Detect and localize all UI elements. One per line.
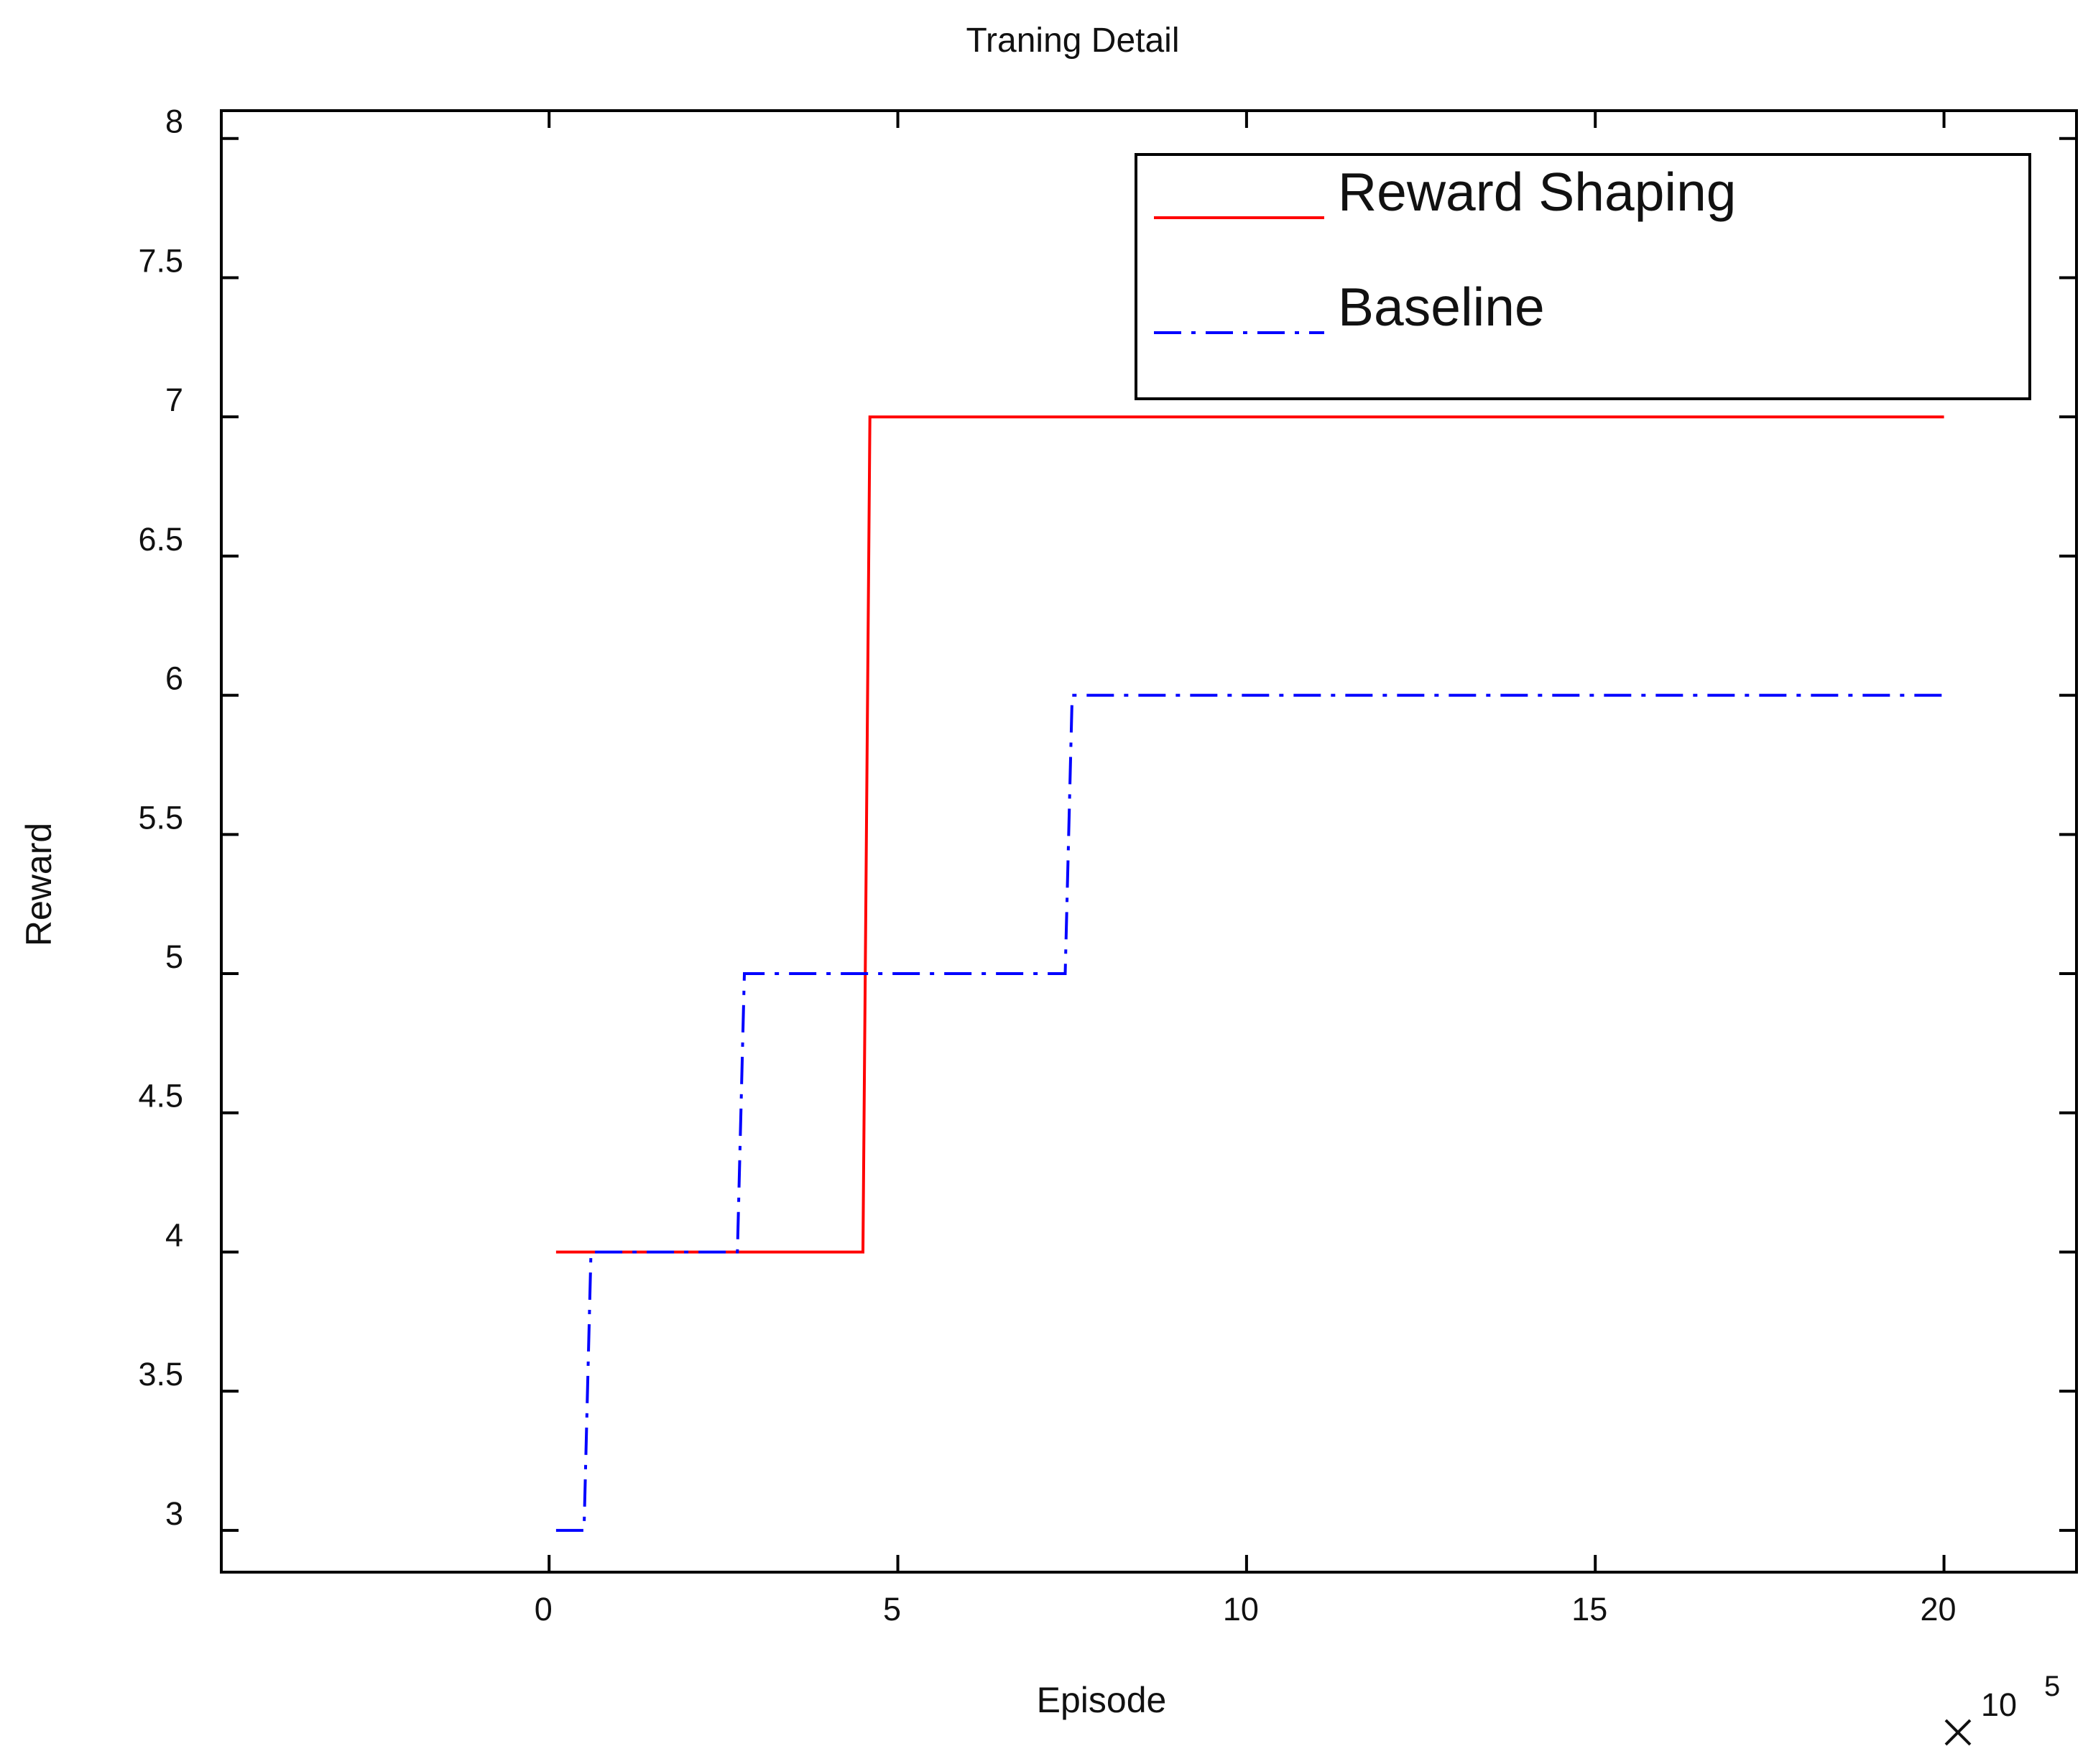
- y-tick-label: 8: [165, 103, 183, 140]
- legend-label-reward-shaping: Reward Shaping: [1338, 162, 1737, 222]
- x-tick-label: 5: [883, 1591, 901, 1627]
- y-tick-label: 7: [165, 382, 183, 418]
- y-tick-label: 4.5: [138, 1078, 183, 1114]
- x-tick-label: 20: [1921, 1591, 1957, 1627]
- x-tick-label: 0: [535, 1591, 553, 1627]
- y-tick-label: 3: [165, 1495, 183, 1532]
- x-tick-label: 10: [1223, 1591, 1259, 1627]
- series-layer: [556, 417, 1944, 1530]
- legend: Reward Shaping Baseline: [1136, 154, 2030, 399]
- y-tick-label: 5: [165, 938, 183, 975]
- y-tick-label: 6: [165, 660, 183, 697]
- legend-label-baseline: Baseline: [1338, 277, 1545, 337]
- x-tick-label: 15: [1571, 1591, 1607, 1627]
- y-tick-label: 4: [165, 1216, 183, 1253]
- chart-title: Traning Detail: [966, 22, 1179, 60]
- y-axis-label: Reward: [19, 823, 59, 946]
- x-multiplier-base: 10: [1981, 1686, 2017, 1723]
- y-tick-label: 7.5: [138, 242, 183, 279]
- series-line-reward-shaping: [556, 417, 1944, 1252]
- x-axis-label: Episode: [1037, 1680, 1167, 1720]
- series-line-baseline: [556, 696, 1944, 1530]
- x-multiplier: 10 5: [1946, 1671, 2060, 1745]
- y-tick-label: 3.5: [138, 1356, 183, 1393]
- y-tick-label: 5.5: [138, 799, 183, 836]
- y-tick-label: 6.5: [138, 521, 183, 558]
- x-multiplier-exponent: 5: [2044, 1671, 2060, 1702]
